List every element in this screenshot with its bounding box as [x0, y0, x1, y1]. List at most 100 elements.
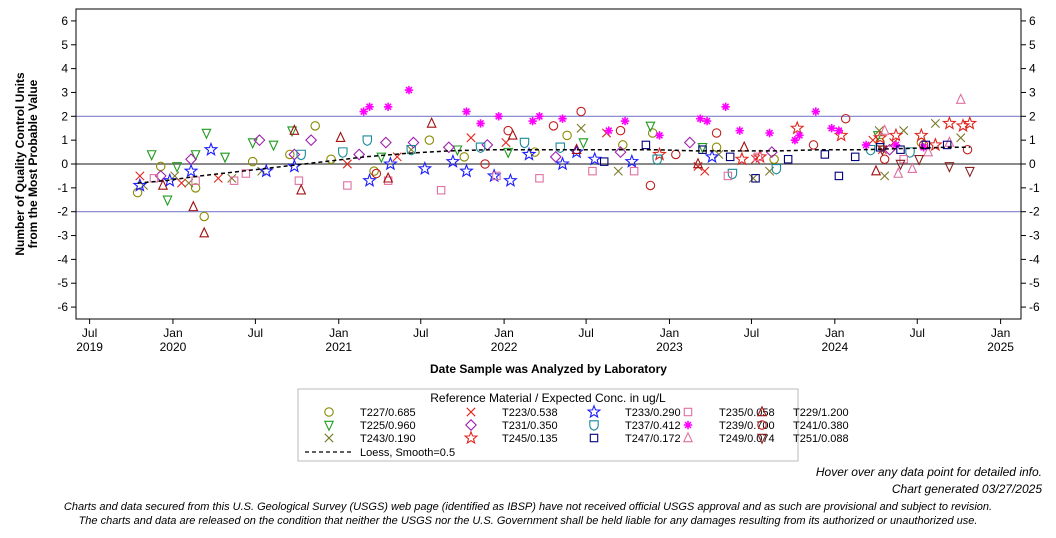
- data-point: [615, 125, 626, 136]
- data-point: [587, 151, 603, 166]
- y-tick-label-left: 0: [61, 157, 68, 171]
- data-point: [132, 177, 148, 192]
- data-point: [576, 106, 586, 117]
- data-point: [521, 146, 537, 161]
- data-point: [671, 149, 681, 160]
- data-point: [305, 134, 318, 147]
- legend-marker: [465, 419, 477, 431]
- series-t227-0-685: [132, 121, 927, 222]
- data-point: [721, 102, 730, 111]
- data-point: [294, 176, 304, 185]
- data-point: [907, 162, 918, 174]
- legend-entry-label: T229/1.200: [793, 407, 849, 419]
- y-tick-label-right: -5: [1029, 276, 1040, 290]
- y-tick-label-left: -5: [57, 276, 68, 290]
- x-tick-label-month: Jan: [163, 326, 182, 340]
- data-point: [392, 152, 402, 162]
- data-point: [548, 121, 559, 131]
- y-tick-label-right: 3: [1029, 85, 1036, 99]
- legend-marker: [756, 433, 768, 445]
- legend-marker: [589, 433, 599, 443]
- data-point: [501, 137, 511, 148]
- data-point: [459, 163, 474, 178]
- hover-hint-note: Hover over any data point for detailed i…: [815, 465, 1042, 479]
- data-point: [698, 145, 707, 154]
- data-point: [870, 164, 882, 176]
- loess-line: [137, 146, 970, 184]
- data-point: [850, 152, 860, 162]
- data-point: [735, 126, 744, 135]
- data-point: [417, 160, 433, 176]
- data-point: [183, 163, 199, 178]
- y-tick-label-left: 2: [61, 109, 68, 123]
- series-t223-0-538: [135, 128, 899, 188]
- data-point: [407, 136, 420, 149]
- y-tick-label-left: 4: [61, 62, 68, 76]
- data-point: [753, 152, 763, 162]
- x-tick-label-month: Jan: [660, 326, 679, 340]
- y-tick-label-right: 5: [1029, 38, 1036, 52]
- data-point: [811, 107, 820, 116]
- data-point: [190, 150, 201, 161]
- data-point: [840, 113, 851, 124]
- data-point: [185, 153, 198, 166]
- data-point: [406, 144, 416, 156]
- x-tick-label-month: Jul: [578, 326, 593, 340]
- data-point: [253, 134, 266, 147]
- data-point: [827, 124, 836, 133]
- x-tick-label-month: Jul: [248, 326, 263, 340]
- x-tick-label-month: Jan: [494, 326, 513, 340]
- data-point: [905, 147, 915, 158]
- data-point: [734, 151, 750, 166]
- series-t251-0-088: [877, 145, 975, 178]
- legend-entry-label: T231/0.350: [502, 420, 558, 432]
- data-point: [888, 127, 904, 142]
- data-point: [310, 121, 320, 131]
- data-point: [723, 171, 733, 181]
- data-point: [383, 156, 398, 171]
- y-tick-label-right: -6: [1029, 300, 1040, 314]
- data-point: [614, 146, 627, 159]
- data-point: [162, 195, 173, 207]
- data-point: [692, 157, 704, 169]
- data-point: [503, 147, 514, 159]
- legend-marker: [757, 420, 767, 430]
- legend-entry-label: T251/0.088: [793, 433, 849, 445]
- data-point: [921, 140, 931, 150]
- disclaimer-line-2: The charts and data are released on the …: [78, 515, 978, 527]
- data-point: [872, 129, 888, 145]
- data-point: [258, 163, 274, 178]
- data-point: [956, 133, 966, 143]
- y-tick-label-left: -3: [57, 229, 68, 243]
- data-point: [555, 142, 566, 154]
- chart-generated-date: Chart generated 03/27/2025: [891, 482, 1042, 496]
- data-point: [383, 171, 394, 183]
- y-tick-label-right: 2: [1029, 109, 1036, 123]
- data-point: [287, 126, 298, 138]
- data-point: [289, 124, 300, 135]
- data-point: [964, 166, 975, 178]
- data-point: [219, 152, 231, 164]
- data-point: [790, 135, 800, 145]
- legend-entry-label: T241/0.380: [793, 420, 849, 432]
- data-point: [442, 141, 455, 154]
- legend-entry-label: T247/0.172: [625, 433, 681, 445]
- data-point: [199, 226, 210, 238]
- legend-entry-label: T223/0.538: [502, 407, 558, 419]
- legend-entry-label: T249/0.074: [719, 433, 775, 445]
- x-axis-title: Date Sample was Analyzed by Laboratory: [430, 362, 667, 376]
- x-tick-label-month: Jul: [910, 326, 925, 340]
- y-tick-label-right: 6: [1029, 14, 1036, 28]
- series-t225-0-960: [146, 121, 883, 207]
- y-tick-label-right: -4: [1029, 252, 1040, 266]
- y-tick-label-right: 0: [1029, 157, 1036, 171]
- x-tick-label-month: Jul: [82, 326, 97, 340]
- data-point: [338, 147, 348, 158]
- y-tick-label-left: -2: [57, 205, 68, 219]
- data-point: [795, 131, 804, 140]
- y-axis-title: Number of Quality Control Units from the …: [13, 72, 40, 256]
- data-point: [268, 140, 279, 152]
- data-point: [877, 145, 887, 155]
- y-tick-label-right: 4: [1029, 62, 1036, 76]
